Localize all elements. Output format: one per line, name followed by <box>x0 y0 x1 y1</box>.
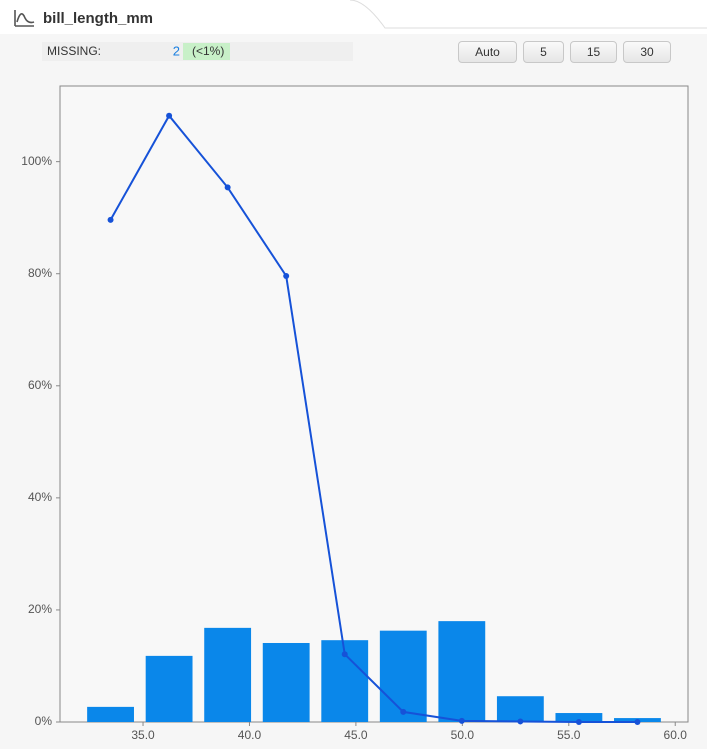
x-tick-label: 45.0 <box>344 728 368 742</box>
y-tick-label: 20% <box>28 602 52 616</box>
x-tick-label: 40.0 <box>238 728 262 742</box>
missing-count: 2 <box>173 43 180 58</box>
y-tick-label: 40% <box>28 490 52 504</box>
x-tick-label: 55.0 <box>557 728 581 742</box>
icon <box>14 10 35 27</box>
bar <box>204 627 252 722</box>
bar <box>496 696 544 722</box>
y-tick-label: 0% <box>35 714 53 728</box>
line <box>109 113 638 723</box>
missing-pct-bg <box>183 43 230 60</box>
tab <box>0 0 707 34</box>
bins-button[interactable]: 15 <box>570 41 617 63</box>
x-tick-label: 35.0 <box>131 728 155 742</box>
tab-edge <box>349 0 707 29</box>
bins-button[interactable]: 5 <box>523 41 564 63</box>
point <box>224 184 231 191</box>
point <box>634 719 641 725</box>
point <box>400 708 407 715</box>
bar <box>379 630 427 722</box>
title: bill_length_mm <box>43 10 153 27</box>
point <box>166 112 173 119</box>
missing-pct: (<1%) <box>192 44 224 58</box>
x-tick-label: 50.0 <box>451 728 475 742</box>
plot-area <box>59 85 689 723</box>
bins-button[interactable]: Auto <box>458 41 517 63</box>
bar <box>438 621 486 722</box>
bar <box>145 655 193 722</box>
point <box>517 718 524 725</box>
point <box>458 717 465 724</box>
x-tick-label: 60.0 <box>664 728 688 742</box>
bar <box>87 706 134 722</box>
bar <box>262 642 310 722</box>
missing-label: MISSING: <box>47 44 101 58</box>
y-tick-label: 60% <box>28 378 52 392</box>
point <box>283 272 290 279</box>
point <box>107 216 114 223</box>
bins-button[interactable]: 30 <box>623 41 671 63</box>
y-tick-label: 80% <box>28 266 52 280</box>
point <box>341 651 348 658</box>
point <box>575 719 582 725</box>
bar <box>555 713 603 722</box>
y-tick-label: 100% <box>21 154 52 168</box>
